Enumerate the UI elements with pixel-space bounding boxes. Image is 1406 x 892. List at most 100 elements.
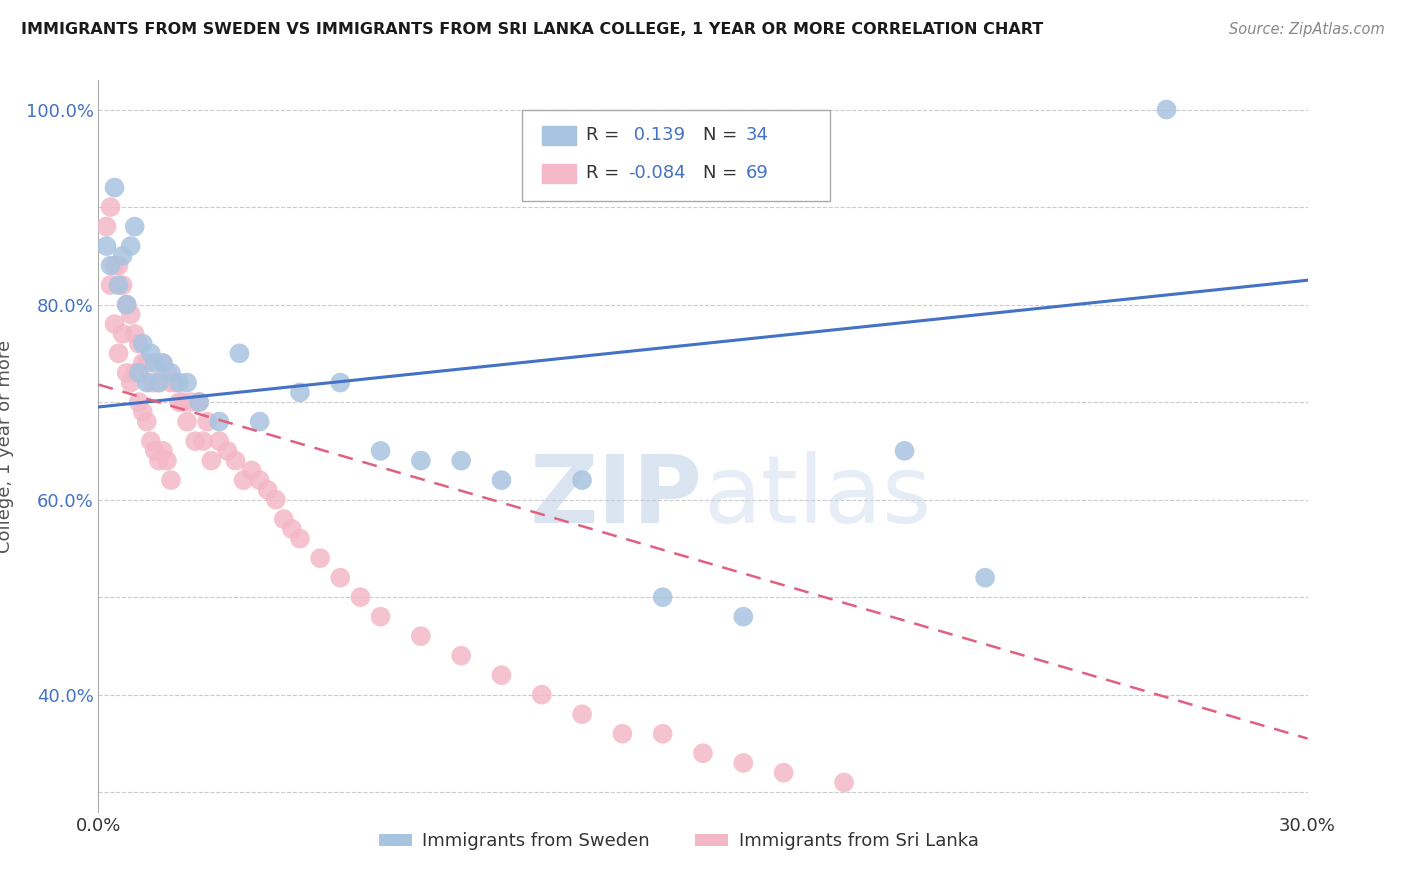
Point <box>450 453 472 467</box>
Point <box>651 727 673 741</box>
Point <box>160 366 183 380</box>
Point <box>200 453 222 467</box>
Point <box>156 453 179 467</box>
Point <box>309 551 332 566</box>
Point <box>156 366 179 380</box>
Point <box>143 376 166 390</box>
FancyBboxPatch shape <box>522 110 830 201</box>
Point <box>188 395 211 409</box>
Point <box>329 571 352 585</box>
Point <box>139 376 162 390</box>
Point <box>288 532 311 546</box>
Point <box>571 473 593 487</box>
Point <box>733 609 755 624</box>
Point <box>148 453 170 467</box>
Point <box>240 463 263 477</box>
Point <box>148 376 170 390</box>
Point <box>167 395 190 409</box>
Text: Source: ZipAtlas.com: Source: ZipAtlas.com <box>1229 22 1385 37</box>
Point <box>491 473 513 487</box>
Point <box>103 180 125 194</box>
Point <box>160 376 183 390</box>
Point <box>176 415 198 429</box>
Point <box>128 336 150 351</box>
Point <box>256 483 278 497</box>
Point <box>96 239 118 253</box>
Point <box>132 336 155 351</box>
Point <box>224 453 246 467</box>
Point <box>100 259 122 273</box>
Point <box>115 297 138 311</box>
Point <box>172 395 194 409</box>
Point <box>893 443 915 458</box>
Point <box>264 492 287 507</box>
Point <box>111 249 134 263</box>
Point <box>571 707 593 722</box>
Text: N =: N = <box>703 126 742 145</box>
Point <box>132 356 155 370</box>
Point <box>115 297 138 311</box>
Point <box>188 395 211 409</box>
Point <box>124 366 146 380</box>
Point <box>167 376 190 390</box>
Point <box>184 434 207 449</box>
Point <box>120 376 142 390</box>
Point <box>115 366 138 380</box>
Point <box>139 346 162 360</box>
Point <box>111 326 134 341</box>
Text: -0.084: -0.084 <box>628 164 686 182</box>
Point <box>143 356 166 370</box>
Point <box>491 668 513 682</box>
Point <box>1156 103 1178 117</box>
Point <box>107 346 129 360</box>
Point <box>152 356 174 370</box>
Point <box>107 259 129 273</box>
Point <box>135 356 157 370</box>
Point <box>832 775 855 789</box>
Point <box>273 512 295 526</box>
Point <box>733 756 755 770</box>
Point <box>135 415 157 429</box>
Point <box>370 443 392 458</box>
Point <box>249 473 271 487</box>
Point <box>193 434 215 449</box>
Point <box>692 746 714 760</box>
Point <box>152 356 174 370</box>
Point <box>124 219 146 234</box>
Bar <box>543 126 576 145</box>
Point <box>148 376 170 390</box>
Text: atlas: atlas <box>703 451 931 543</box>
Point <box>128 366 150 380</box>
Point <box>103 259 125 273</box>
Bar <box>543 163 576 183</box>
Point <box>120 239 142 253</box>
Text: 0.139: 0.139 <box>628 126 685 145</box>
Text: ZIP: ZIP <box>530 451 703 543</box>
Point <box>974 571 997 585</box>
Point <box>107 278 129 293</box>
Point <box>409 629 432 643</box>
Point <box>111 278 134 293</box>
Point <box>152 443 174 458</box>
Text: 69: 69 <box>745 164 768 182</box>
Point <box>450 648 472 663</box>
Point <box>281 522 304 536</box>
Point <box>530 688 553 702</box>
Text: IMMIGRANTS FROM SWEDEN VS IMMIGRANTS FROM SRI LANKA COLLEGE, 1 YEAR OR MORE CORR: IMMIGRANTS FROM SWEDEN VS IMMIGRANTS FRO… <box>21 22 1043 37</box>
Point <box>612 727 634 741</box>
Text: N =: N = <box>703 164 742 182</box>
Text: R =: R = <box>586 164 624 182</box>
Point <box>228 346 250 360</box>
Point <box>100 278 122 293</box>
Point <box>124 326 146 341</box>
Point <box>135 376 157 390</box>
Point <box>100 200 122 214</box>
Point <box>329 376 352 390</box>
Point <box>163 376 186 390</box>
Point <box>651 590 673 604</box>
Text: R =: R = <box>586 126 624 145</box>
Point <box>180 395 202 409</box>
Point <box>217 443 239 458</box>
Point <box>288 385 311 400</box>
Legend: Immigrants from Sweden, Immigrants from Sri Lanka: Immigrants from Sweden, Immigrants from … <box>373 825 986 857</box>
